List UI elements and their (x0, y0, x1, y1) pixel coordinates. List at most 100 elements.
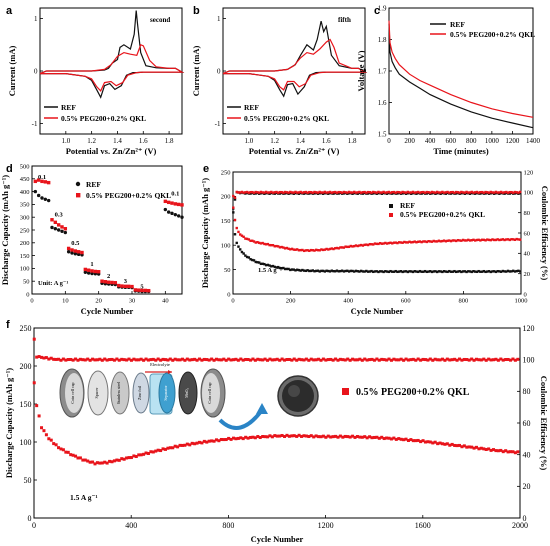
qkl-capacity-marker (508, 238, 511, 242)
qkl-capacity-marker (277, 245, 280, 248)
qkl-capacity-marker (365, 243, 368, 246)
qkl-ce-marker (64, 358, 68, 362)
mno2: MnO₂ (178, 371, 198, 415)
legend-label-qkl-b: 0.5% PEG200+0.2% QKL (244, 114, 329, 123)
x-tick-label: 600 (401, 298, 411, 305)
qkl-ce-marker (445, 357, 449, 361)
qkl-capacity-marker (239, 436, 243, 440)
ref-capacity-marker (301, 268, 304, 272)
qkl-capacity-marker (356, 244, 359, 248)
data-point-ref (53, 227, 58, 231)
ref-capacity-marker (512, 269, 515, 273)
qkl-ce-marker (241, 358, 245, 362)
y-tick-label: 200 (20, 240, 30, 247)
unit-note-d: Unit: A g⁻¹ (38, 280, 68, 287)
qkl-ce-marker (321, 357, 325, 361)
ref-ce-marker (479, 192, 482, 195)
qkl-ce-marker (463, 191, 467, 194)
ref-capacity-marker (494, 270, 498, 274)
qkl-ce-marker (421, 357, 425, 361)
qkl-ce-marker (71, 358, 75, 362)
qkl-capacity-marker (258, 241, 261, 245)
qkl-ce-marker (95, 358, 99, 362)
annotation-a: second (150, 16, 170, 24)
qkl-capacity-marker (127, 456, 131, 460)
data-point-qkl (116, 283, 121, 288)
y-tick-label: 150 (221, 218, 231, 225)
qkl-ce-marker (239, 357, 243, 361)
qkl-capacity-marker (515, 237, 518, 241)
qkl-ce-marker (320, 191, 323, 194)
qkl-ce-marker (391, 191, 394, 194)
qkl-capacity-marker (460, 445, 464, 449)
ref-capacity-marker (342, 270, 346, 273)
qkl-capacity-marker (261, 435, 265, 439)
qkl-ce-marker (83, 358, 87, 362)
qkl-capacity-marker (387, 241, 391, 245)
qkl-ce-marker (430, 190, 434, 194)
qkl-capacity-marker (413, 240, 416, 243)
ref-capacity-marker (446, 270, 449, 274)
qkl-capacity-marker (280, 245, 283, 249)
ref-ce-marker (460, 192, 463, 195)
panel-letter-f: f (6, 319, 10, 331)
qkl-ce-marker (232, 358, 236, 362)
qkl-capacity-marker (222, 438, 226, 442)
qkl-ce-marker (455, 358, 459, 362)
qkl-capacity-marker (137, 453, 141, 457)
ref-capacity-marker (474, 270, 477, 273)
ref-capacity-marker (510, 270, 513, 273)
ref-ce-marker (342, 192, 346, 195)
qkl-capacity-marker (445, 442, 449, 446)
qkl-capacity-marker (449, 239, 453, 243)
rate-label: 1 (90, 261, 93, 268)
y-tick-label: 1.6 (378, 99, 387, 107)
data-point-qkl (63, 227, 68, 231)
qkl-capacity-marker (403, 240, 406, 244)
ref-capacity-marker (344, 269, 347, 273)
qkl-capacity-marker (35, 404, 39, 408)
y-tick-label: 350 (20, 202, 30, 209)
qkl-capacity-marker (392, 241, 396, 244)
ref-capacity-marker (235, 241, 238, 245)
ref-capacity-marker (401, 270, 404, 274)
qkl-ce-marker (493, 191, 496, 194)
qkl-ce-marker (125, 358, 129, 362)
ref-capacity-marker (453, 269, 456, 273)
qkl-capacity-marker (491, 238, 494, 241)
qkl-ce-marker (422, 190, 425, 194)
data-point-qkl (173, 202, 178, 206)
qkl-ce-marker (278, 358, 282, 362)
data-point-qkl (123, 284, 128, 289)
qkl-capacity-marker (389, 437, 393, 441)
qkl-capacity-marker (510, 238, 513, 241)
qkl-capacity-marker (275, 434, 279, 438)
ref-ce-marker (385, 192, 389, 195)
ref-capacity-marker (368, 270, 371, 273)
ref-capacity-marker (389, 269, 392, 273)
ref-capacity-marker (470, 270, 473, 274)
qkl-capacity-marker (487, 238, 491, 242)
ref-capacity-marker (375, 270, 378, 273)
data-point-ref (50, 225, 54, 230)
legend-label-ref-e: REF (400, 201, 415, 210)
qkl-capacity-marker (349, 244, 352, 248)
rate-label: 0.5 (71, 240, 80, 247)
y-tick-label: 200 (221, 194, 231, 201)
qkl-ce-marker (309, 190, 313, 194)
schematic-label-steel: Stainless steel (116, 381, 121, 404)
ref-capacity-marker (351, 269, 354, 273)
qkl-capacity-marker (263, 435, 267, 439)
qkl-capacity-marker (180, 443, 184, 447)
qkl-capacity-marker (455, 239, 458, 243)
qkl-ce-marker (273, 358, 277, 362)
qkl-ce-marker (149, 358, 153, 362)
ref-capacity-marker (359, 269, 363, 273)
ref-capacity-marker (337, 270, 340, 273)
data-point-ref (40, 196, 44, 200)
qkl-ce-marker (268, 191, 271, 194)
ref-capacity-marker (487, 270, 491, 273)
qkl-capacity-marker (427, 239, 430, 243)
legend-label-ref-a: REF (61, 103, 76, 112)
qkl-capacity-marker (482, 447, 486, 451)
